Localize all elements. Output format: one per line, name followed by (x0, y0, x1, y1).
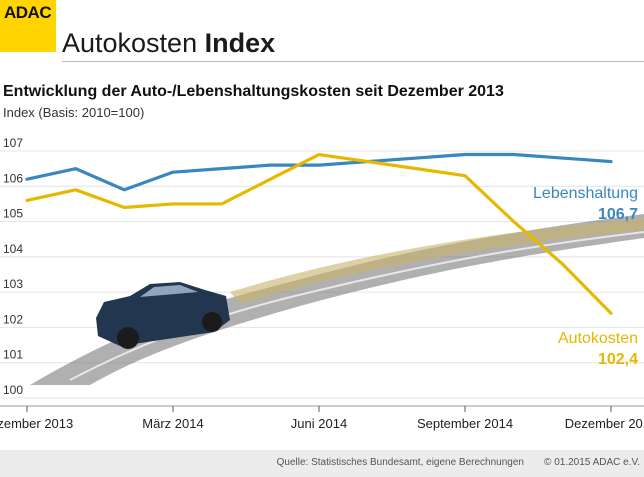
series-value-autokosten: 102,4 (598, 351, 638, 368)
y-tick-label: 103 (3, 277, 23, 291)
title-bold: Index (204, 28, 276, 58)
series-value-lebenshaltung: 106,7 (598, 206, 638, 223)
series-name-autokosten: Autokosten (558, 330, 638, 347)
y-tick-label: 106 (3, 171, 23, 185)
series-line-lebenshaltung (25, 152, 613, 192)
x-axis: Dezember 2013 März 2014 Juni 2014 September… (0, 405, 644, 431)
source-note: Quelle: Statistisches Bundesamt, eigene … (276, 457, 524, 468)
header-rule (62, 61, 644, 62)
x-tick-label: März 2014 (142, 416, 203, 431)
chart-subtitle: Entwicklung der Auto-/Lebenshaltungskost… (3, 83, 504, 100)
x-tick-label: September 2014 (417, 416, 513, 431)
x-tick-label: Dezember 2014 (565, 416, 644, 431)
series-line-autokosten (25, 152, 613, 315)
car-wheel-rear (202, 312, 222, 332)
series-name-lebenshaltung: Lebenshaltung (533, 185, 638, 202)
y-tick-label: 105 (3, 207, 23, 221)
series-labels: Lebenshaltung 106,7 Autokosten 102,4 (533, 185, 638, 368)
footer-bar (0, 450, 644, 477)
x-tick-label: Dezember 2013 (0, 416, 73, 431)
adac-logo: ADAC (0, 0, 56, 52)
index-basis-label: Index (Basis: 2010=100) (3, 105, 145, 120)
chart-area: 100 101 102 103 104 105 106 107 Dezember 2013 Mä… (0, 136, 644, 431)
y-tick-label: 101 (3, 348, 23, 362)
road-shape (30, 214, 644, 385)
chart-series (25, 152, 613, 315)
title-regular: Autokosten (62, 28, 198, 58)
copyright-note: © 01.2015 ADAC e.V. (544, 457, 640, 468)
page-title: Autokosten Index (62, 28, 275, 59)
y-tick-label: 102 (3, 312, 23, 326)
car-window (140, 285, 198, 297)
car-wheel-front (117, 327, 139, 349)
logo-text: ADAC (4, 3, 52, 22)
car-illustration (96, 282, 230, 349)
x-tick-label: Juni 2014 (291, 416, 347, 431)
y-tick-label: 104 (3, 242, 23, 256)
y-tick-label: 100 (3, 383, 23, 397)
y-tick-label: 107 (3, 136, 23, 150)
road-money-band (230, 218, 644, 304)
